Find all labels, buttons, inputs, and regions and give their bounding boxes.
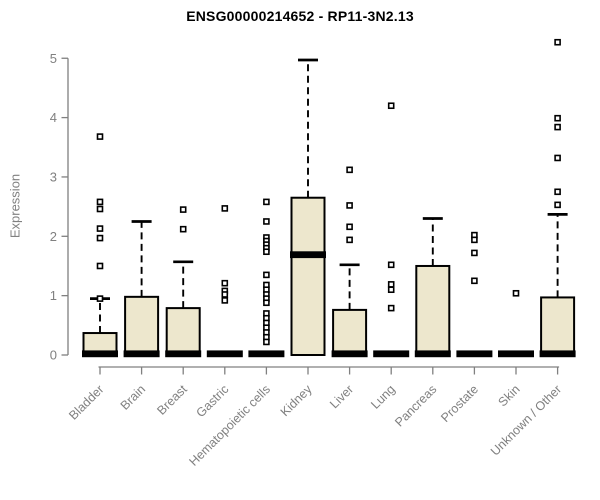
outlier-point (554, 154, 561, 162)
median-bar (165, 350, 202, 358)
outlier-point (387, 261, 395, 269)
y-tick-label: 4 (50, 110, 57, 125)
median-bar (206, 350, 243, 358)
x-category-label: Breast (154, 382, 190, 418)
outlier-point (96, 295, 104, 302)
median-bar (290, 251, 326, 259)
outlier-point (221, 291, 229, 298)
outlier-point (96, 262, 104, 270)
outlier-point (96, 234, 104, 242)
median-bar (248, 350, 285, 358)
outlier-point (179, 206, 187, 213)
median-bar (539, 350, 576, 358)
x-category-label: Prostate (438, 382, 481, 425)
x-category-label: Liver (327, 382, 356, 411)
median-bar (373, 350, 410, 358)
x-category-label: Kidney (278, 382, 315, 419)
outlier-point (346, 166, 353, 174)
outlier-point (387, 281, 395, 288)
x-category-label: Brain (118, 382, 149, 413)
median-bar (498, 350, 534, 358)
outlier-point (221, 279, 229, 287)
outlier-point (554, 114, 561, 122)
outlier-point (554, 38, 561, 46)
median-bar (331, 350, 368, 358)
box-rect (332, 308, 368, 357)
box-rect (165, 307, 201, 356)
median-bar (414, 350, 451, 358)
x-category-label: Hematopoietic cells (186, 382, 273, 469)
outlier-point (346, 223, 353, 231)
x-category-label: Skin (496, 382, 523, 409)
outlier-point (221, 297, 229, 304)
outlier-point (387, 304, 395, 312)
x-category-label: Lung (368, 382, 398, 412)
box-rect (290, 196, 326, 356)
x-category-label: Unknown / Other (488, 382, 564, 458)
y-tick-label: 2 (50, 229, 57, 244)
outlier-point (96, 205, 104, 213)
outlier-point (179, 225, 187, 233)
outlier-point (346, 202, 353, 209)
median-bar (123, 350, 160, 358)
median-bar (82, 350, 118, 358)
x-category-label: Pancreas (392, 382, 439, 429)
chart-title: ENSG00000214652 - RP11-3N2.13 (186, 8, 414, 24)
median-bar (456, 350, 493, 358)
outlier-point (263, 299, 270, 307)
outlier-point (471, 249, 478, 257)
y-tick-label: 0 (50, 348, 57, 363)
outlier-point (554, 201, 561, 209)
outlier-point (263, 338, 270, 346)
outlier-point (221, 205, 229, 212)
y-tick-label: 5 (50, 51, 57, 66)
outlier-point (471, 236, 478, 244)
outlier-point (554, 123, 561, 131)
y-tick-label: 3 (50, 169, 57, 184)
outlier-point (471, 277, 478, 285)
outlier-point (387, 286, 395, 294)
box-rect (124, 295, 160, 357)
x-category-label: Gastric (194, 382, 232, 420)
outlier-point (346, 236, 353, 244)
outlier-point (96, 133, 104, 140)
box-rect (415, 264, 451, 357)
y-tick-label: 1 (50, 288, 57, 303)
outlier-point (96, 225, 104, 232)
outlier-point (263, 271, 270, 279)
outlier-point (263, 248, 270, 256)
outlier-point (96, 198, 104, 206)
outlier-point (263, 218, 270, 225)
x-category-label: Bladder (66, 382, 106, 422)
outlier-point (554, 188, 561, 196)
outlier-point (263, 198, 270, 206)
outlier-point (387, 102, 395, 110)
outlier-point (512, 289, 520, 297)
box-rect (540, 296, 576, 357)
